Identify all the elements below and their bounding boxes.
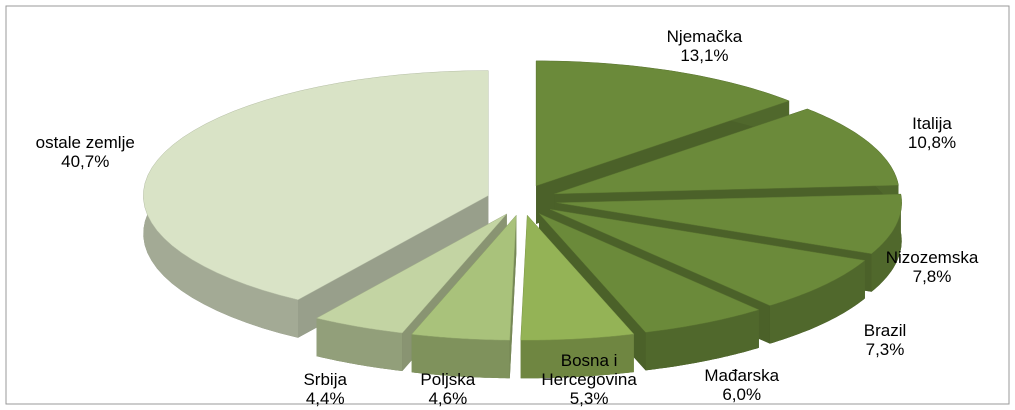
slice-name: Brazil	[863, 320, 907, 340]
slice-name: Nizozemska	[885, 248, 979, 268]
data-label: Brazil 7,3%	[810, 321, 960, 359]
slice-name: Poljska	[420, 370, 476, 389]
slice	[538, 213, 760, 333]
data-label: Bosna i Hercegovina 5,3%	[514, 351, 664, 408]
slice	[315, 213, 507, 334]
slice-value: 4,4%	[305, 389, 345, 408]
slice-wall	[411, 334, 510, 379]
slice-name: ostale zemlje	[35, 132, 135, 152]
slice	[411, 214, 517, 341]
slice	[549, 209, 866, 306]
slice-value: 40,7%	[61, 151, 110, 171]
data-label: Poljska 4,6%	[373, 370, 523, 408]
slice-name: Srbija	[303, 370, 347, 389]
data-label: Mađarska 6,0%	[667, 366, 817, 404]
slice	[520, 214, 635, 341]
data-label: Italija 10,8%	[857, 114, 1007, 152]
slice-value: 7,8%	[912, 267, 952, 287]
slice-name: Njemačka	[666, 27, 743, 47]
slice-wall	[769, 260, 865, 344]
data-label: ostale zemlje 40,7%	[10, 133, 160, 171]
slice-name: Bosna i Hercegovina	[541, 351, 637, 389]
slice-edge	[509, 215, 517, 379]
data-label: Nizozemska 7,8%	[857, 248, 1007, 286]
slice	[143, 70, 489, 301]
slice-wall	[520, 334, 634, 379]
slice-value: 5,3%	[569, 389, 609, 408]
slice	[554, 108, 899, 195]
data-label: Srbija 4,4%	[250, 370, 400, 408]
slice-name: Mađarska	[704, 366, 780, 386]
slice-value: 7,3%	[865, 339, 905, 359]
slice-value: 10,8%	[907, 133, 957, 153]
slice-wall	[645, 309, 759, 371]
chart-frame	[5, 5, 1010, 405]
slice	[556, 193, 902, 255]
slice-name: Italija	[912, 114, 952, 134]
slice-value: 4,6%	[428, 389, 468, 408]
slice-wall	[316, 318, 403, 371]
data-label: Njemačka 13,1%	[629, 27, 779, 65]
slice	[535, 60, 790, 187]
slice-value: 13,1%	[680, 46, 729, 66]
slice-wall	[871, 194, 902, 292]
slice-value: 6,0%	[722, 385, 762, 405]
